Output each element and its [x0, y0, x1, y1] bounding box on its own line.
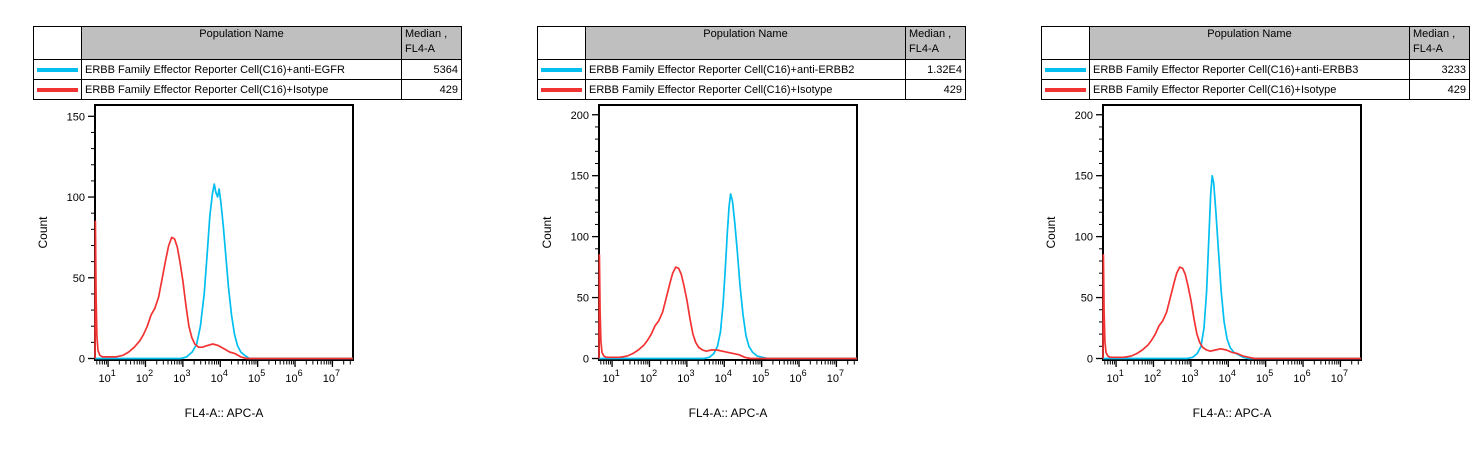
table-row: ERBB Family Effector Reporter Cell(C16)+…: [1041, 59, 1470, 80]
svg-text:0: 0: [79, 354, 85, 366]
legend-corner-cell: [33, 26, 82, 60]
population-name-cell: ERBB Family Effector Reporter Cell(C16)+…: [585, 59, 906, 80]
legend-swatch-cell: [1041, 79, 1090, 100]
svg-text:105: 105: [248, 368, 265, 385]
svg-text:102: 102: [136, 368, 153, 385]
legend-swatch-cell: [33, 79, 82, 100]
red-series-swatch: [37, 87, 78, 92]
svg-text:FL4-A:: APC-A: FL4-A:: APC-A: [185, 406, 264, 420]
svg-text:104: 104: [1219, 368, 1236, 385]
population-name-cell: ERBB Family Effector Reporter Cell(C16)+…: [81, 59, 402, 80]
population-name-header: Population Name: [81, 26, 402, 60]
median-header-line1: Median ,: [1413, 28, 1456, 40]
cyan-series-swatch: [37, 67, 78, 72]
median-value-cell: 429: [401, 79, 462, 100]
population-name-header: Population Name: [1089, 26, 1410, 60]
svg-text:FL4-A:: APC-A: FL4-A:: APC-A: [689, 406, 768, 420]
median-value-cell: 5364: [401, 59, 462, 80]
cyan-series-swatch: [1045, 67, 1086, 72]
median-value-cell: 3233: [1409, 59, 1470, 80]
median-header-line1: Median ,: [909, 28, 952, 40]
svg-text:100: 100: [1075, 232, 1093, 244]
svg-text:102: 102: [1144, 368, 1161, 385]
population-name-cell: ERBB Family Effector Reporter Cell(C16)+…: [1089, 59, 1410, 80]
median-header-line2: FL4-A: [405, 43, 435, 55]
panel-anti-erbb3: Population Name Median , FL4-A ERBB Fami…: [1041, 26, 1470, 441]
svg-text:107: 107: [323, 368, 340, 385]
table-row: ERBB Family Effector Reporter Cell(C16)+…: [33, 79, 462, 100]
table-row: ERBB Family Effector Reporter Cell(C16)+…: [1041, 79, 1470, 100]
median-header-line2: FL4-A: [1413, 43, 1443, 55]
population-name-cell: ERBB Family Effector Reporter Cell(C16)+…: [81, 79, 402, 100]
median-value-cell: 429: [1409, 79, 1470, 100]
svg-text:101: 101: [602, 368, 619, 385]
svg-text:106: 106: [789, 368, 806, 385]
svg-text:50: 50: [73, 273, 85, 285]
svg-text:106: 106: [1293, 368, 1310, 385]
svg-text:107: 107: [827, 368, 844, 385]
population-name-cell: ERBB Family Effector Reporter Cell(C16)+…: [585, 79, 906, 100]
median-value-cell: 1.32E4: [905, 59, 966, 80]
table-row: ERBB Family Effector Reporter Cell(C16)+…: [33, 59, 462, 80]
svg-text:150: 150: [571, 171, 589, 183]
svg-text:Count: Count: [1044, 216, 1058, 249]
cyan-series-swatch: [541, 67, 582, 72]
legend-corner-cell: [1041, 26, 1090, 60]
svg-text:104: 104: [211, 368, 228, 385]
legend-corner-cell: [537, 26, 586, 60]
svg-text:100: 100: [571, 232, 589, 244]
svg-text:50: 50: [1081, 293, 1093, 305]
median-header: Median , FL4-A: [905, 26, 966, 60]
legend-swatch-cell: [537, 59, 586, 80]
svg-text:106: 106: [285, 368, 302, 385]
red-series-swatch: [541, 87, 582, 92]
table-row: ERBB Family Effector Reporter Cell(C16)+…: [537, 59, 966, 80]
population-name-cell: ERBB Family Effector Reporter Cell(C16)+…: [1089, 79, 1410, 100]
median-header-line1: Median ,: [405, 28, 448, 40]
svg-text:0: 0: [1087, 354, 1093, 366]
histogram-chart: 101 102 103 104 105 106 107 0 50 100 150 200 Count FL…: [540, 104, 858, 420]
legend-swatch-cell: [33, 59, 82, 80]
population-stats-table: Population Name Median , FL4-A ERBB Fami…: [33, 26, 462, 100]
histogram-chart: 101 102 103 104 105 106 107 0 50 100 150 200 Count FL…: [1044, 104, 1362, 420]
svg-text:200: 200: [571, 110, 589, 122]
median-value-cell: 429: [905, 79, 966, 100]
population-stats-table: Population Name Median , FL4-A ERBB Fami…: [537, 26, 966, 100]
histogram-chart: 101 102 103 104 105 106 107 0 50 100 150 Count FL4-A…: [36, 104, 354, 420]
svg-text:50: 50: [577, 293, 589, 305]
svg-text:150: 150: [1075, 171, 1093, 183]
svg-text:107: 107: [1331, 368, 1348, 385]
svg-text:200: 200: [1075, 110, 1093, 122]
svg-text:101: 101: [98, 368, 115, 385]
svg-text:103: 103: [1181, 368, 1198, 385]
svg-text:100: 100: [67, 192, 85, 204]
svg-text:105: 105: [752, 368, 769, 385]
panel-anti-egfr: Population Name Median , FL4-A ERBB Fami…: [33, 26, 462, 441]
svg-text:105: 105: [1256, 368, 1273, 385]
svg-text:104: 104: [715, 368, 732, 385]
population-name-header: Population Name: [585, 26, 906, 60]
svg-text:Count: Count: [36, 216, 50, 249]
svg-text:101: 101: [1106, 368, 1123, 385]
legend-swatch-cell: [1041, 59, 1090, 80]
svg-text:FL4-A:: APC-A: FL4-A:: APC-A: [1193, 406, 1272, 420]
red-series-swatch: [1045, 87, 1086, 92]
svg-text:102: 102: [640, 368, 657, 385]
population-stats-table: Population Name Median , FL4-A ERBB Fami…: [1041, 26, 1470, 100]
svg-text:103: 103: [173, 368, 190, 385]
median-header: Median , FL4-A: [1409, 26, 1470, 60]
panel-anti-erbb2: Population Name Median , FL4-A ERBB Fami…: [537, 26, 966, 441]
legend-swatch-cell: [537, 79, 586, 100]
median-header-line2: FL4-A: [909, 43, 939, 55]
svg-text:150: 150: [67, 111, 85, 123]
median-header: Median , FL4-A: [401, 26, 462, 60]
svg-text:103: 103: [677, 368, 694, 385]
table-row: ERBB Family Effector Reporter Cell(C16)+…: [537, 79, 966, 100]
svg-text:0: 0: [583, 354, 589, 366]
svg-text:Count: Count: [540, 216, 554, 249]
